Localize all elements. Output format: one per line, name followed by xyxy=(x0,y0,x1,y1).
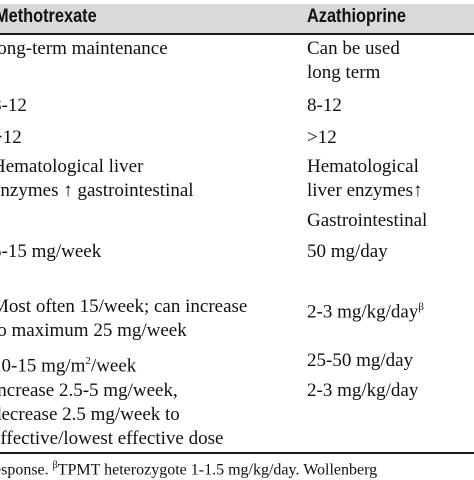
mtx-maintenance-line1: Most often 15/week; can increase xyxy=(0,296,248,317)
mtx-titration-line3: effective/lowest effective dose xyxy=(0,428,224,449)
header-methotrexate: Methotrexate xyxy=(0,6,97,27)
table-bottom-rule xyxy=(0,452,474,454)
aza-duration-line1: Can be used xyxy=(307,38,400,59)
aza-start-dose: 50 mg/day xyxy=(307,241,388,262)
header-band xyxy=(0,4,474,34)
aza-onset: 8-12 xyxy=(307,95,342,116)
mtx-max-effect: >12 xyxy=(0,127,22,148)
aza-max-effect: >12 xyxy=(307,127,337,148)
mtx-onset: 8-12 xyxy=(0,95,27,116)
mtx-start-dose: 5-15 mg/week xyxy=(0,241,102,262)
aza-maintenance: 2-3 mg/kg/dayβ xyxy=(307,301,424,323)
mtx-adverse-line2: enzymes ↑ gastrointestinal xyxy=(0,180,194,201)
mtx-titration-line1: increase 2.5-5 mg/week, xyxy=(0,380,178,401)
mtx-duration: long-term maintenance xyxy=(0,38,168,59)
aza-dose-range: 25-50 mg/day xyxy=(307,350,414,371)
header-rule xyxy=(0,33,474,35)
mtx-bsa-dose: 10-15 mg/m2/week xyxy=(0,355,137,377)
mtx-adverse-line1: Hematological liver xyxy=(0,156,144,177)
header-azathioprine: Azathioprine xyxy=(307,6,406,27)
aza-duration-line2: long term xyxy=(307,62,381,83)
aza-adverse-line3: Gastrointestinal xyxy=(307,210,428,231)
aza-titration: 2-3 mg/kg/day xyxy=(307,380,419,401)
footnote: esponse. βTPMT heterozygote 1-1.5 mg/kg/… xyxy=(0,460,378,479)
beta-superscript: β xyxy=(418,301,424,313)
aza-adverse-line1: Hematological xyxy=(307,156,419,177)
aza-adverse-line2: liver enzymes↑ xyxy=(307,180,423,201)
mtx-maintenance-line2: to maximum 25 mg/week xyxy=(0,320,187,341)
mtx-titration-line2: decrease 2.5 mg/week to xyxy=(0,404,180,425)
